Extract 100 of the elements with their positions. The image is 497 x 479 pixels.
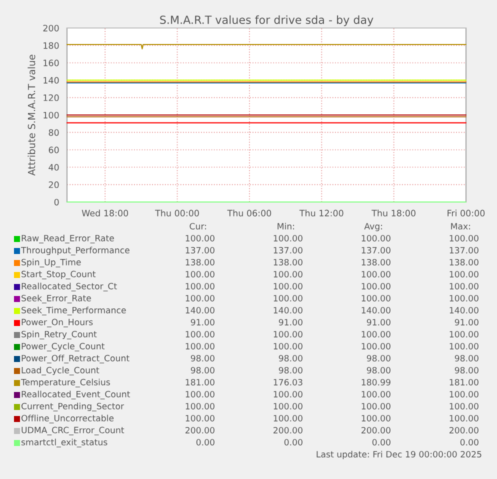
text: Avg: bbox=[364, 223, 382, 232]
text: 100.00 bbox=[274, 282, 302, 290]
x-tick-label: Thu 06:00 bbox=[227, 210, 272, 216]
text: 98.00 bbox=[190, 366, 214, 374]
text: 98.00 bbox=[190, 354, 214, 362]
text: 100.00 bbox=[362, 390, 390, 398]
text: 100.00 bbox=[186, 402, 214, 410]
text: 181.00 bbox=[450, 378, 478, 386]
legend-label: Reallocated_Sector_Ct bbox=[22, 282, 117, 292]
legend-label: Offline_Uncorrectable bbox=[21, 414, 114, 424]
text: 140.00 bbox=[450, 306, 478, 314]
legend-label: UDMA_CRC_Error_Count bbox=[22, 426, 124, 436]
text: 140.00 bbox=[362, 306, 390, 314]
legend-label: Spin_Retry_Count bbox=[22, 330, 97, 340]
text: 98.00 bbox=[278, 366, 302, 374]
legend-label: smartctl_exit_status bbox=[21, 438, 108, 448]
legend-label: Seek_Time_Performance bbox=[22, 306, 126, 316]
chart-title: S.M.A.R.T values for drive sda - by day bbox=[160, 15, 374, 26]
text: 100.00 bbox=[362, 282, 390, 290]
text: 138.00 bbox=[186, 258, 214, 266]
y-tick-label: 140 bbox=[44, 77, 59, 84]
text: Min: bbox=[278, 222, 294, 230]
text: 100.00 bbox=[186, 234, 214, 242]
x-tick-label: Fri 00:00 bbox=[448, 210, 485, 216]
text: 100.00 bbox=[362, 234, 390, 242]
text: Cur: bbox=[190, 222, 206, 230]
text: 100.00 bbox=[186, 282, 214, 290]
text: 100.00 bbox=[274, 270, 302, 278]
text: 180.99 bbox=[362, 378, 390, 386]
text: 98.00 bbox=[454, 366, 478, 374]
text: 0.00 bbox=[196, 438, 214, 446]
y-tick-label: 60 bbox=[48, 146, 59, 154]
text: 100.00 bbox=[450, 342, 478, 350]
y-axis-title: Attribute S.M.A.R.T value bbox=[28, 54, 36, 176]
text: 138.00 bbox=[362, 258, 390, 266]
text: 100.00 bbox=[362, 330, 390, 338]
y-tick-label: 20 bbox=[48, 181, 59, 188]
text: 91.00 bbox=[366, 318, 390, 326]
text: 91.00 bbox=[278, 318, 302, 326]
text: 100.00 bbox=[274, 390, 302, 398]
legend-label: Spin_Up_Time bbox=[22, 258, 81, 268]
y-tick-label: 40 bbox=[48, 164, 59, 171]
text: 138.00 bbox=[274, 258, 302, 266]
text: 100.00 bbox=[186, 330, 214, 338]
y-tick-label: 180 bbox=[44, 42, 59, 49]
text: 137.00 bbox=[450, 246, 478, 254]
text: 0.00 bbox=[372, 438, 390, 446]
text: 100.00 bbox=[186, 270, 214, 278]
text: 100.00 bbox=[450, 234, 478, 242]
text: 98.00 bbox=[278, 354, 302, 362]
legend-label: Reallocated_Event_Count bbox=[22, 390, 130, 400]
text: 140.00 bbox=[186, 306, 214, 314]
text: Max: bbox=[451, 223, 470, 230]
text: 100.00 bbox=[450, 414, 478, 422]
y-tick-label: 160 bbox=[44, 60, 59, 66]
text: 91.00 bbox=[190, 318, 214, 326]
text: 181.00 bbox=[186, 378, 214, 386]
text: 100.00 bbox=[186, 390, 214, 398]
text: 176.03 bbox=[274, 378, 302, 386]
text: 100.00 bbox=[362, 270, 390, 278]
x-tick-label: Thu 18:00 bbox=[372, 210, 416, 216]
x-tick-label: Thu 12:00 bbox=[299, 210, 344, 216]
text: 100.00 bbox=[362, 342, 390, 350]
text: 100.00 bbox=[450, 270, 478, 278]
text: 98.00 bbox=[454, 354, 478, 362]
text: 138.00 bbox=[450, 258, 478, 266]
text: 137.00 bbox=[362, 246, 390, 254]
y-tick-label: 0 bbox=[54, 198, 59, 206]
text: 200.00 bbox=[186, 426, 214, 434]
legend-label: Seek_Error_Rate bbox=[22, 294, 91, 304]
legend-label: Power_Cycle_Count bbox=[22, 342, 105, 352]
text: 98.00 bbox=[366, 366, 390, 374]
text: 100.00 bbox=[274, 330, 302, 338]
text: 100.00 bbox=[186, 342, 214, 350]
legend-label: Start_Stop_Count bbox=[22, 270, 96, 280]
text: 100.00 bbox=[274, 342, 302, 350]
text: 100.00 bbox=[450, 282, 478, 290]
text: 100.00 bbox=[450, 294, 478, 302]
y-tick-label: 120 bbox=[44, 94, 59, 102]
y-tick-label: 80 bbox=[48, 129, 59, 136]
legend-label: Temperature_Celsius bbox=[20, 378, 110, 388]
text: 100.00 bbox=[450, 402, 478, 410]
text: 100.00 bbox=[362, 402, 390, 410]
legend-label: Load_Cycle_Count bbox=[22, 366, 100, 376]
text: 200.00 bbox=[274, 426, 302, 434]
text: 100.00 bbox=[450, 390, 478, 398]
x-tick-label: Wed 18:00 bbox=[82, 210, 128, 216]
text: 0.00 bbox=[284, 438, 302, 446]
text: 100.00 bbox=[362, 294, 390, 302]
text: 100.00 bbox=[274, 414, 302, 422]
text: Last update: Fri Dec 19 00:00:00 2025 bbox=[316, 450, 482, 460]
text: 100.00 bbox=[274, 234, 302, 242]
text: 98.00 bbox=[366, 354, 390, 362]
legend-label: Throughput_Performance bbox=[20, 246, 130, 256]
text: 200.00 bbox=[362, 426, 390, 434]
x-tick-label: Thu 00:00 bbox=[155, 210, 199, 216]
text: 100.00 bbox=[186, 294, 214, 302]
legend-label: Current_Pending_Sector bbox=[21, 402, 124, 412]
text: 140.00 bbox=[274, 306, 302, 314]
text: 137.00 bbox=[274, 246, 302, 254]
